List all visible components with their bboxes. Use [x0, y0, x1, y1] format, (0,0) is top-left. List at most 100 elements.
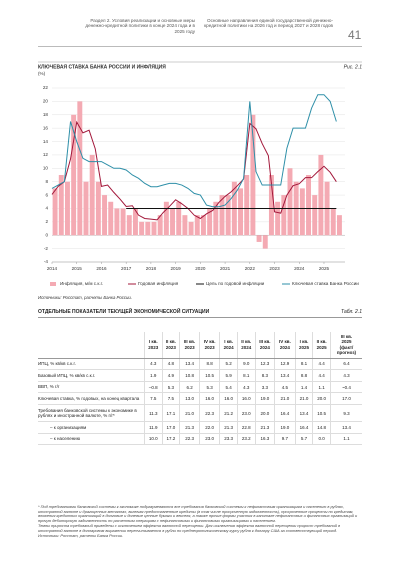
table-cell: 5.4: [219, 381, 238, 394]
table-cell: 11.3: [144, 404, 163, 422]
x-tick-label: 2021: [220, 266, 231, 271]
table-cell: 4.5: [274, 381, 296, 394]
table-cell: 6.2: [179, 381, 200, 394]
y-axis-label: (%): [38, 71, 46, 76]
table-label: Табл. 2.1: [341, 309, 362, 315]
y-tick-label: 2: [45, 219, 48, 224]
table-cell: 4.3: [144, 358, 163, 371]
table-cell: –0.8: [144, 381, 163, 394]
footnotes: * Под требованиями банковской системы к …: [38, 504, 362, 540]
bar: [58, 175, 64, 236]
table-cell: 5.2: [219, 358, 238, 371]
column-header: II кв. 2025: [312, 332, 331, 359]
table-cell: 4.9: [161, 369, 180, 382]
bar: [299, 188, 305, 236]
table-cell: 13.4: [294, 404, 313, 422]
bar: [108, 201, 114, 236]
table-cell: 1.9: [144, 369, 163, 382]
y-tick-label: -2: [44, 246, 49, 251]
table-row: ВВП, % г/г –0.8 5.3 6.2 5.3 5.4 4.3 3.3 4.5 1.4 1.…: [38, 381, 362, 394]
table-cell: 23.0: [236, 404, 256, 422]
bar: [225, 195, 231, 236]
bar: [176, 201, 182, 236]
table-cell: 10.5: [312, 404, 331, 422]
legend-label: Цель по годовой инфляции: [206, 280, 265, 286]
document-title: Основные направления единой государствен…: [204, 18, 333, 29]
bar: [163, 201, 169, 236]
bar: [114, 208, 120, 236]
column-header: I кв. 2024: [219, 332, 238, 359]
y-tick-label: 20: [43, 99, 49, 104]
table-row: Требования банковской системы к экономик…: [38, 404, 362, 422]
bar: [182, 215, 188, 236]
bar: [170, 208, 176, 236]
y-tick-label: 12: [43, 152, 49, 157]
x-tick-label: 2023: [269, 266, 280, 271]
table-cell: 17.2: [161, 433, 180, 446]
bar: [132, 208, 138, 236]
bar: [306, 175, 312, 236]
table-cell: 16.3: [254, 433, 275, 446]
bar: [83, 181, 89, 236]
table-cell: 19.0: [254, 392, 275, 405]
x-tick-label: 2017: [121, 266, 132, 271]
footnote: * Под требованиями банковской системы к …: [38, 504, 358, 523]
table-row: Ключевая ставка, % годовых, на конец ква…: [38, 392, 362, 405]
table-cell: 13.4: [274, 369, 296, 382]
row-label: – к организациям: [38, 421, 145, 434]
x-tick-label: 2018: [146, 266, 157, 271]
table-cell: 21.3: [179, 421, 200, 434]
bar: [336, 215, 342, 236]
x-tick-label: 2020: [195, 266, 206, 271]
x-tick-label: 2014: [47, 266, 58, 271]
table-cell: 5.3: [198, 381, 220, 394]
x-tick-label: 2015: [72, 266, 83, 271]
table-cell: 7.5: [161, 392, 180, 405]
table-cell: 4.8: [161, 358, 180, 371]
table-cell: 8.3: [254, 369, 275, 382]
bar: [151, 221, 157, 236]
bar: [262, 235, 268, 249]
bar: [52, 188, 58, 236]
table-cell: 9.0: [236, 358, 256, 371]
column-header: III кв. 2025 (факт/ прогноз): [329, 332, 362, 359]
table-cell: 9.7: [274, 433, 296, 446]
table-cell: 17.1: [161, 404, 180, 422]
legend-label: Ключевая ставка Банка России: [292, 281, 359, 286]
table-header: ОТДЕЛЬНЫЕ ПОКАЗАТЕЛИ ТЕКУЩЕЙ ЭКОНОМИЧЕСК…: [38, 309, 362, 318]
table-cell: 13.4: [179, 358, 200, 371]
table-cell: 4.3: [329, 369, 362, 382]
table-cell: 12.3: [254, 358, 275, 371]
table-cell: 0.0: [312, 433, 331, 446]
table-header-row: I кв. 2023 II кв. 2023 III кв. 2023 IV кв. …: [38, 332, 362, 359]
table-cell: 23.0: [198, 433, 220, 446]
table-cell: 21.2: [219, 404, 238, 422]
footnote: Источники: Росстат, расчеты Банка России…: [38, 533, 124, 539]
line: [51, 94, 337, 208]
table-cell: 1.1: [312, 381, 331, 394]
y-tick-label: 14: [43, 139, 49, 144]
table-cell: 21.3: [254, 421, 275, 434]
table-cell: ~0.4: [329, 381, 362, 394]
table-row: ИПЦ, % кв/кв с.к.г. 4.3 4.8 13.4 8.8 5.2 9.0 12…: [38, 358, 362, 371]
row-label: – к населению: [38, 433, 145, 446]
page-number: 41: [348, 28, 362, 42]
bar: [318, 154, 324, 236]
corner-cell: [38, 332, 145, 359]
table-cell: 4.4: [312, 369, 331, 382]
table-cell: 13.0: [179, 392, 200, 405]
table-cell: 16.4: [294, 421, 313, 434]
bar: [330, 208, 336, 236]
chart-source: Источники: Росстат, расчеты Банка России…: [38, 295, 132, 300]
line: [51, 120, 337, 221]
bar: [95, 181, 101, 236]
x-tick-label: 2022: [245, 266, 256, 271]
chart: КЛЮЧЕВАЯ СТАВКА БАНКА РОССИИ И ИНФЛЯЦИЯ …: [38, 61, 362, 300]
y-tick-label: 18: [43, 112, 49, 117]
table-cell: 6.4: [329, 358, 362, 371]
table-cell: 9.3: [329, 404, 362, 422]
row-label: ВВП, % г/г: [38, 381, 145, 394]
x-tick-label: 2019: [171, 266, 182, 271]
table-cell: 22.3: [179, 433, 200, 446]
